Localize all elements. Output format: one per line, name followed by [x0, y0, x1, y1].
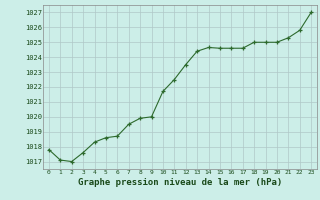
X-axis label: Graphe pression niveau de la mer (hPa): Graphe pression niveau de la mer (hPa) [78, 178, 282, 187]
